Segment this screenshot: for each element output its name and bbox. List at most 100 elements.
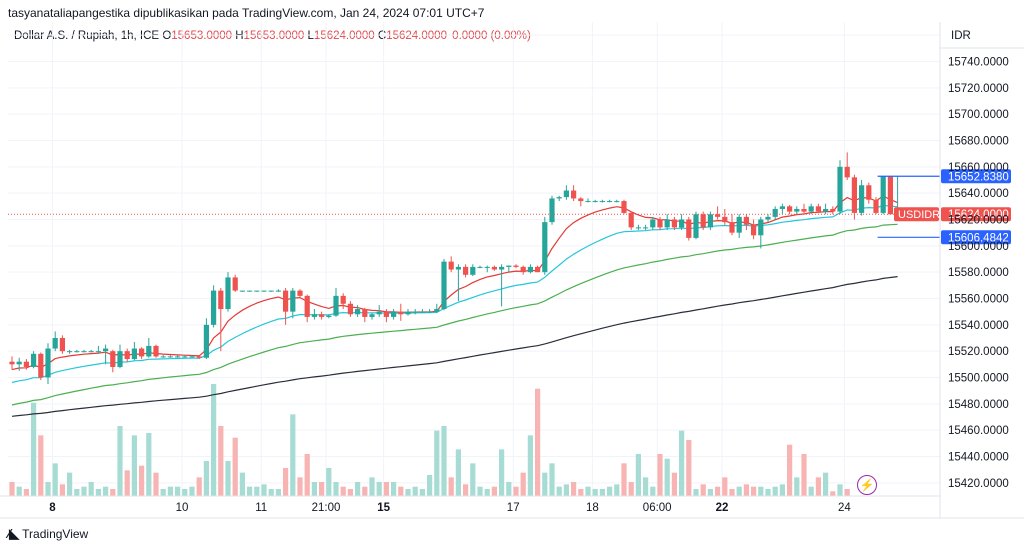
candle-body <box>247 290 253 292</box>
volume-bar <box>340 486 346 496</box>
candle-body <box>599 201 605 203</box>
candle-body <box>758 219 764 236</box>
volume-bar <box>535 388 541 496</box>
volume-bar <box>679 430 685 496</box>
y-tick-label: 15460.0000 <box>948 425 1009 437</box>
volume-bar <box>167 486 173 496</box>
candle-body <box>887 176 893 215</box>
volume-bar <box>182 489 188 496</box>
y-tick-label: 15660.0000 <box>948 162 1009 174</box>
volume-bar <box>232 437 238 496</box>
volume-bar <box>419 489 425 496</box>
volume-bar <box>52 463 58 496</box>
currency-label[interactable]: IDR <box>951 30 971 42</box>
volume-bar <box>571 482 577 496</box>
volume-bar <box>9 482 15 496</box>
legend-low-key: L <box>307 30 314 42</box>
candle-body <box>571 190 577 199</box>
candle-body <box>815 206 821 212</box>
candle-body <box>513 265 519 267</box>
volume-bar <box>362 486 368 496</box>
brand-footer: ⁄◣ TradingView <box>8 526 88 542</box>
candle-body <box>851 177 857 213</box>
y-tick-label: 15640.0000 <box>948 188 1009 200</box>
volume-bar <box>779 484 785 496</box>
candle-body <box>664 219 670 228</box>
candle-body <box>455 266 461 270</box>
legend-symbol[interactable]: Dollar A.S. / Rupiah, 1h, ICE <box>14 30 160 42</box>
candle-body <box>405 311 411 315</box>
volume-bar <box>391 482 397 496</box>
candle-body <box>808 206 814 212</box>
candle-body <box>52 338 58 349</box>
volume-bar <box>585 486 591 496</box>
candle-body <box>225 277 231 310</box>
candle-body <box>59 338 65 352</box>
volume-bar <box>837 484 843 496</box>
candle-body <box>196 356 202 358</box>
volume-bar <box>758 486 764 496</box>
candle-body <box>362 309 368 317</box>
candle-body <box>88 351 94 353</box>
candle-body <box>880 176 886 213</box>
candle-body <box>369 314 375 317</box>
candle-body <box>506 265 512 267</box>
volume-bars <box>9 384 850 496</box>
candle-body <box>643 227 649 229</box>
candle-body <box>556 197 562 199</box>
candle-body <box>304 295 310 317</box>
candle-body <box>592 201 598 203</box>
volume-bar <box>117 426 123 496</box>
candle-body <box>635 227 641 229</box>
candle-body <box>844 166 850 178</box>
candle-body <box>585 201 591 203</box>
volume-bar <box>297 477 303 496</box>
volume-bar <box>225 461 231 496</box>
volume-bar <box>549 463 555 496</box>
candle-body <box>153 345 159 357</box>
candle-body <box>477 266 483 268</box>
candle-body <box>499 266 505 270</box>
volume-bar <box>643 477 649 496</box>
legend-high-value: 15653.0000 <box>243 30 305 42</box>
volume-bar <box>290 414 296 496</box>
volume-bar <box>520 472 526 496</box>
y-tick-label: 15440.0000 <box>948 452 1009 464</box>
volume-bar <box>74 489 80 496</box>
volume-bar <box>707 489 713 496</box>
y-tick-label: 15600.0000 <box>948 241 1009 253</box>
volume-bar <box>815 477 821 496</box>
candle-body <box>427 311 433 313</box>
volume-bar <box>355 482 361 496</box>
candle-body <box>520 266 526 273</box>
volume-bar <box>38 435 44 496</box>
candle-body <box>203 324 209 358</box>
candle-body <box>700 214 706 228</box>
volume-bar <box>830 491 836 496</box>
volume-bar <box>441 426 447 496</box>
candle-body <box>794 208 800 212</box>
candle-body <box>549 198 555 223</box>
volume-bar <box>124 470 130 496</box>
candle-body <box>175 356 181 358</box>
grid-lines <box>8 22 940 496</box>
volume-bar <box>772 486 778 496</box>
price-label: 15652.8380 <box>948 171 1009 183</box>
candle-body <box>657 219 663 228</box>
ma-slow-line <box>11 223 898 406</box>
x-tick-label: 21:00 <box>312 502 341 514</box>
volume-bar <box>751 486 757 496</box>
volume-bar <box>211 384 217 496</box>
volume-bar <box>715 486 721 496</box>
x-tick-label: 17 <box>507 502 520 514</box>
candle-body <box>563 190 569 198</box>
candle-body <box>211 290 217 325</box>
lightning-icon[interactable]: ⚡ <box>857 475 877 495</box>
tradingview-logo-icon: ⁄◣ <box>8 526 19 541</box>
candle-body <box>333 295 339 316</box>
volume-bar <box>808 486 814 496</box>
candle-body <box>765 216 771 220</box>
y-tick-label: 15520.0000 <box>948 346 1009 358</box>
candle-body <box>232 277 238 291</box>
